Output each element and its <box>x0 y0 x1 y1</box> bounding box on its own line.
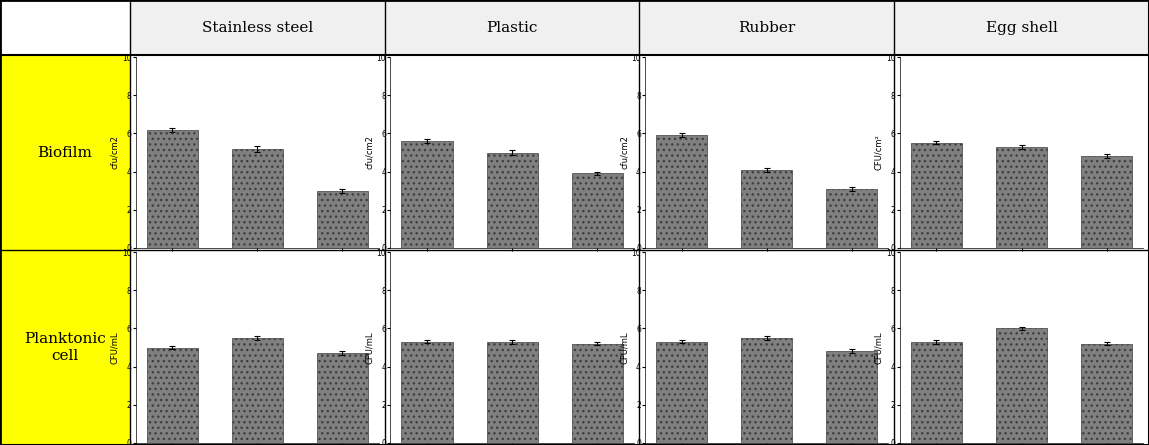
Bar <box>0 55 130 250</box>
Bar <box>996 328 1047 443</box>
Bar <box>911 342 962 443</box>
Bar <box>130 55 385 250</box>
Bar <box>656 135 708 248</box>
Bar <box>639 55 894 250</box>
Bar <box>232 149 283 248</box>
Bar <box>232 338 283 443</box>
Bar <box>741 170 793 248</box>
Bar <box>911 143 962 248</box>
Bar <box>385 55 639 250</box>
Bar <box>656 342 708 443</box>
Text: Biofilm: Biofilm <box>38 146 92 159</box>
Bar <box>1081 156 1132 248</box>
Bar <box>0 250 130 445</box>
Y-axis label: cfu/cm2: cfu/cm2 <box>365 136 373 170</box>
Bar <box>147 129 198 248</box>
Bar <box>741 338 793 443</box>
Bar <box>571 344 623 443</box>
Bar <box>317 190 368 248</box>
Text: Plastic: Plastic <box>486 20 538 35</box>
Bar <box>486 342 538 443</box>
Y-axis label: CFU/mL: CFU/mL <box>874 331 884 364</box>
Bar <box>826 189 878 248</box>
Bar <box>894 250 1149 445</box>
Bar <box>1081 344 1132 443</box>
Bar <box>996 147 1047 248</box>
Text: Stainless steel: Stainless steel <box>202 20 313 35</box>
Bar <box>639 250 894 445</box>
Bar <box>571 174 623 248</box>
Y-axis label: CFU/cm²: CFU/cm² <box>874 135 884 170</box>
Text: Egg shell: Egg shell <box>986 20 1057 35</box>
X-axis label: Media: Media <box>498 288 526 298</box>
Bar <box>385 250 639 445</box>
Bar <box>0 0 130 55</box>
Bar <box>401 141 453 248</box>
Bar <box>826 351 878 443</box>
Bar <box>894 55 1149 250</box>
Text: Planktonic
cell: Planktonic cell <box>24 332 106 363</box>
Bar <box>317 353 368 443</box>
Bar <box>147 348 198 443</box>
Y-axis label: CFU/mL: CFU/mL <box>365 331 373 364</box>
Bar <box>130 250 385 445</box>
Bar <box>401 342 453 443</box>
Bar <box>0 0 1149 55</box>
Text: Rubber: Rubber <box>738 20 795 35</box>
Y-axis label: cfu/cm2: cfu/cm2 <box>619 136 629 170</box>
Y-axis label: cfu/cm2: cfu/cm2 <box>110 136 119 170</box>
Y-axis label: CFU/mL: CFU/mL <box>110 331 119 364</box>
Y-axis label: CFU/mL: CFU/mL <box>619 331 629 364</box>
Bar <box>486 153 538 248</box>
